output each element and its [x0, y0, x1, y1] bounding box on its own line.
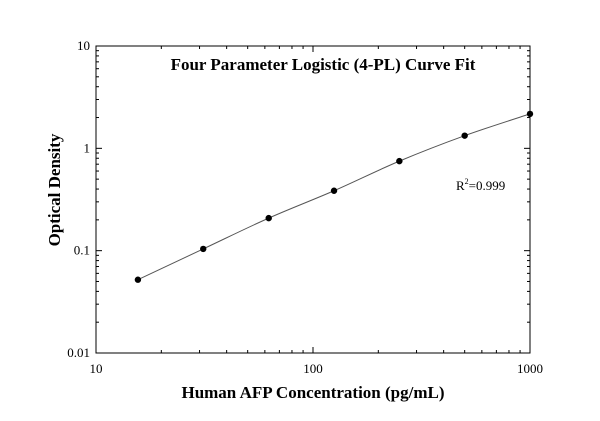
- x-tick-label: 10: [90, 361, 103, 376]
- data-point: [461, 132, 468, 139]
- y-axis-label: Optical Density: [45, 133, 64, 246]
- data-point: [526, 110, 534, 118]
- data-point: [134, 276, 142, 283]
- r-squared-annotation: R2=0.999: [456, 177, 505, 193]
- fit-curve: [137, 113, 531, 281]
- data-point: [200, 245, 207, 253]
- axis-ticks: [95, 46, 530, 354]
- data-point: [330, 187, 338, 194]
- r-squared-value: =0.999: [469, 178, 506, 193]
- y-tick-label: 1: [84, 140, 91, 155]
- data-points: [134, 110, 534, 283]
- r-squared-base: R: [456, 178, 465, 193]
- axis-tick-labels: 10 100 1000 0.01 0.1 1 10: [67, 38, 543, 376]
- x-axis-label: Human AFP Concentration (pg/mL): [181, 383, 444, 402]
- chart-title: Four Parameter Logistic (4-PL) Curve Fit: [171, 55, 476, 74]
- y-tick-label: 0.01: [67, 345, 90, 360]
- y-tick-label: 0.1: [74, 243, 90, 258]
- x-tick-label: 1000: [517, 361, 543, 376]
- data-point: [396, 157, 403, 165]
- y-tick-label: 10: [77, 38, 90, 53]
- r-squared-superscript: 2: [465, 177, 469, 186]
- data-point: [265, 214, 272, 222]
- x-tick-label: 100: [303, 361, 323, 376]
